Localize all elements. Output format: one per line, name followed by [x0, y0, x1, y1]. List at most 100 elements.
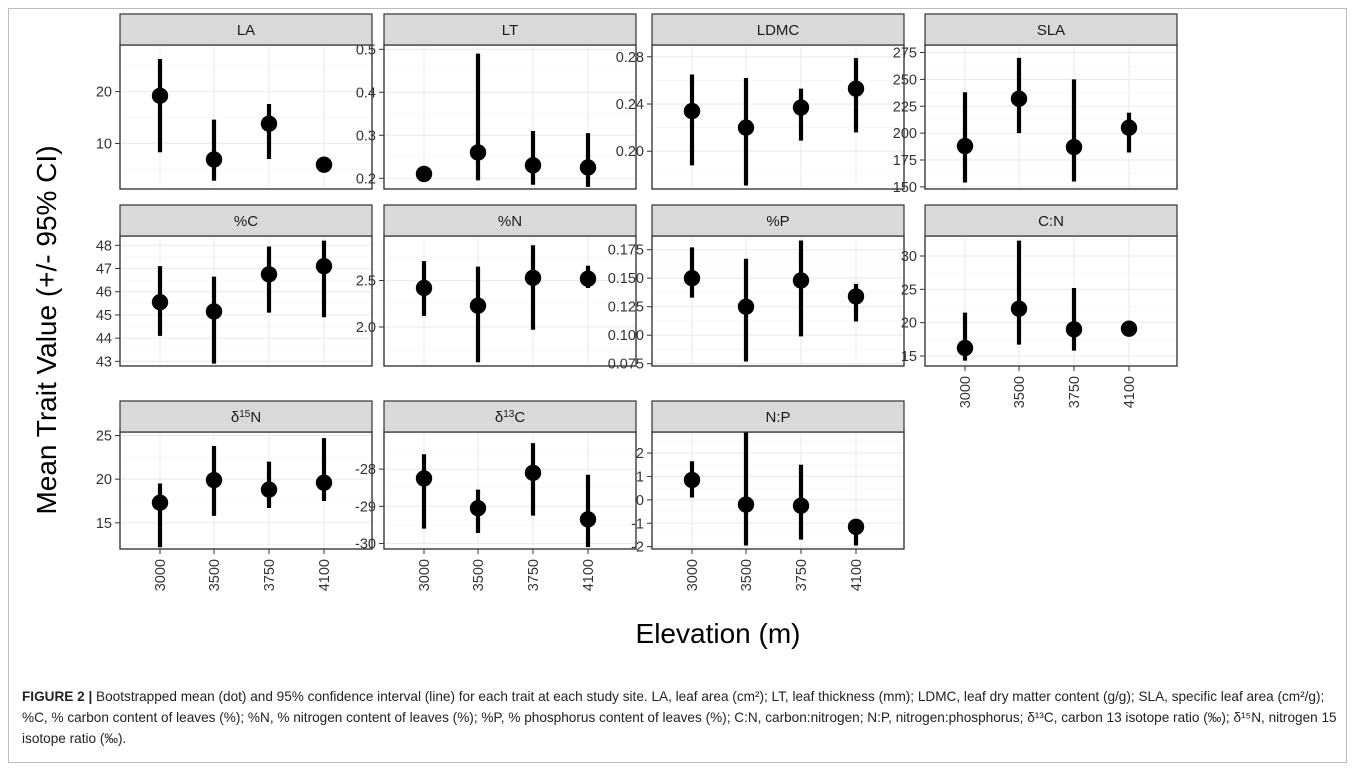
- plot-area: [651, 431, 905, 550]
- mean-point: [792, 99, 810, 116]
- y-tick-label: 175: [893, 153, 917, 169]
- mean-point: [151, 87, 169, 104]
- y-tick-label: 150: [893, 180, 917, 196]
- mean-point: [315, 156, 333, 173]
- y-axis-title: Mean Trait Value (+/- 95% CI): [31, 145, 62, 514]
- x-tick-label: 3000: [685, 559, 701, 591]
- y-tick-label: 225: [893, 99, 917, 115]
- panel-title: %P: [766, 213, 789, 230]
- y-tick-label: 0.125: [608, 300, 644, 316]
- mean-point: [315, 257, 333, 275]
- y-tick-label: 0.5: [356, 42, 376, 58]
- mean-point: [683, 471, 701, 489]
- mean-point: [524, 464, 542, 482]
- x-tick-label: 4100: [849, 559, 865, 591]
- mean-point: [956, 137, 974, 155]
- y-tick-label: 275: [893, 46, 917, 62]
- y-tick-label: 15: [96, 516, 112, 532]
- y-tick-label: 250: [893, 72, 917, 88]
- y-tick-label: 45: [96, 308, 112, 324]
- x-tick-label: 3750: [1067, 376, 1083, 408]
- mean-point: [151, 293, 169, 311]
- panels-layer: 1020LA0.20.30.40.5LT0.200.240.28LDMC1501…: [96, 13, 1178, 591]
- y-tick-label: 43: [96, 354, 112, 370]
- x-tick-label: 3500: [1012, 376, 1028, 408]
- facet-strip: [924, 204, 1178, 237]
- y-tick-label: 0.24: [616, 97, 644, 113]
- plot-area: [119, 44, 373, 190]
- panel-9: 15 20 25 δ15N 3000 3500 3750 4100: [96, 400, 373, 591]
- y-tick-label: 15: [901, 349, 917, 365]
- mean-point: [469, 144, 487, 161]
- y-tick-label: 0.20: [616, 144, 644, 160]
- mean-point: [205, 303, 223, 320]
- y-tick-label: 0.100: [608, 328, 644, 344]
- y-tick-label: 0.28: [616, 50, 644, 66]
- mean-point: [260, 481, 278, 498]
- panel-4: 150 175 200 225 250 275 SLA: [893, 13, 1178, 196]
- y-tick-label: 0: [636, 493, 644, 509]
- y-tick-label: 0.4: [356, 85, 376, 101]
- facet-strip: [383, 204, 637, 237]
- y-tick-label: 25: [901, 282, 917, 298]
- y-tick-label: 0.150: [608, 271, 644, 287]
- facet-strip: [119, 13, 373, 46]
- mean-point: [315, 474, 333, 491]
- y-tick-label: 47: [96, 262, 112, 278]
- mean-point: [737, 298, 755, 315]
- plot-area: [924, 44, 1178, 190]
- x-tick-label: 4100: [317, 559, 333, 591]
- panel-title: SLA: [1037, 22, 1065, 39]
- caption-label: FIGURE 2 |: [22, 689, 93, 704]
- y-tick-label: 25: [96, 428, 112, 444]
- x-tick-label: 3750: [526, 559, 542, 591]
- mean-point: [260, 115, 278, 132]
- mean-point: [469, 499, 487, 517]
- y-tick-label: 0.2: [356, 171, 376, 187]
- mean-point: [415, 165, 433, 183]
- mean-point: [683, 102, 701, 120]
- y-tick-label: 48: [96, 238, 112, 254]
- facet-strip: [924, 13, 1178, 46]
- facet-strip: [119, 400, 373, 433]
- plot-area: [651, 235, 905, 367]
- mean-point: [524, 269, 542, 286]
- panel-title: δ15N: [231, 409, 261, 427]
- y-tick-label: 0.075: [608, 357, 644, 373]
- mean-point: [847, 518, 865, 535]
- mean-point: [260, 266, 278, 283]
- y-tick-label: -2: [631, 540, 644, 556]
- facet-strip: [119, 204, 373, 237]
- panel-6: 2.0 2.5 %N: [356, 204, 637, 367]
- x-tick-label: 3500: [739, 559, 755, 591]
- mean-point: [151, 494, 169, 511]
- mean-point: [1120, 119, 1138, 136]
- y-tick-label: 10: [96, 136, 112, 152]
- mean-point: [579, 511, 597, 528]
- mean-point: [847, 288, 865, 305]
- mean-point: [205, 151, 223, 168]
- facet-strip: [651, 204, 905, 237]
- mean-point: [847, 80, 865, 97]
- y-tick-label: 46: [96, 285, 112, 301]
- panel-10: -30 -29 -28 δ13C 3000 3500 3750 4100: [355, 400, 637, 591]
- x-tick-label: 3750: [262, 559, 278, 591]
- mean-point: [415, 470, 433, 487]
- x-tick-label: 3000: [958, 376, 974, 408]
- panel-title: LDMC: [757, 22, 800, 39]
- caption-text: Bootstrapped mean (dot) and 95% confiden…: [22, 689, 1337, 746]
- mean-point: [956, 339, 974, 357]
- panel-title: %N: [498, 213, 522, 230]
- mean-point: [792, 497, 810, 514]
- mean-point: [737, 496, 755, 513]
- panel-7: 0.075 0.100 0.125 0.150 0.175 %P: [608, 204, 905, 373]
- x-tick-label: 4100: [1122, 376, 1138, 408]
- mean-point: [524, 157, 542, 174]
- panel-3: 0.20 0.24 0.28 LDMC: [616, 13, 905, 190]
- panel-title: N:P: [765, 409, 790, 426]
- facet-strip: [383, 400, 637, 433]
- y-tick-label: 0.3: [356, 128, 376, 144]
- figure-caption: FIGURE 2 | Bootstrapped mean (dot) and 9…: [22, 686, 1340, 749]
- x-tick-label: 3500: [207, 559, 223, 591]
- mean-point: [1065, 321, 1083, 338]
